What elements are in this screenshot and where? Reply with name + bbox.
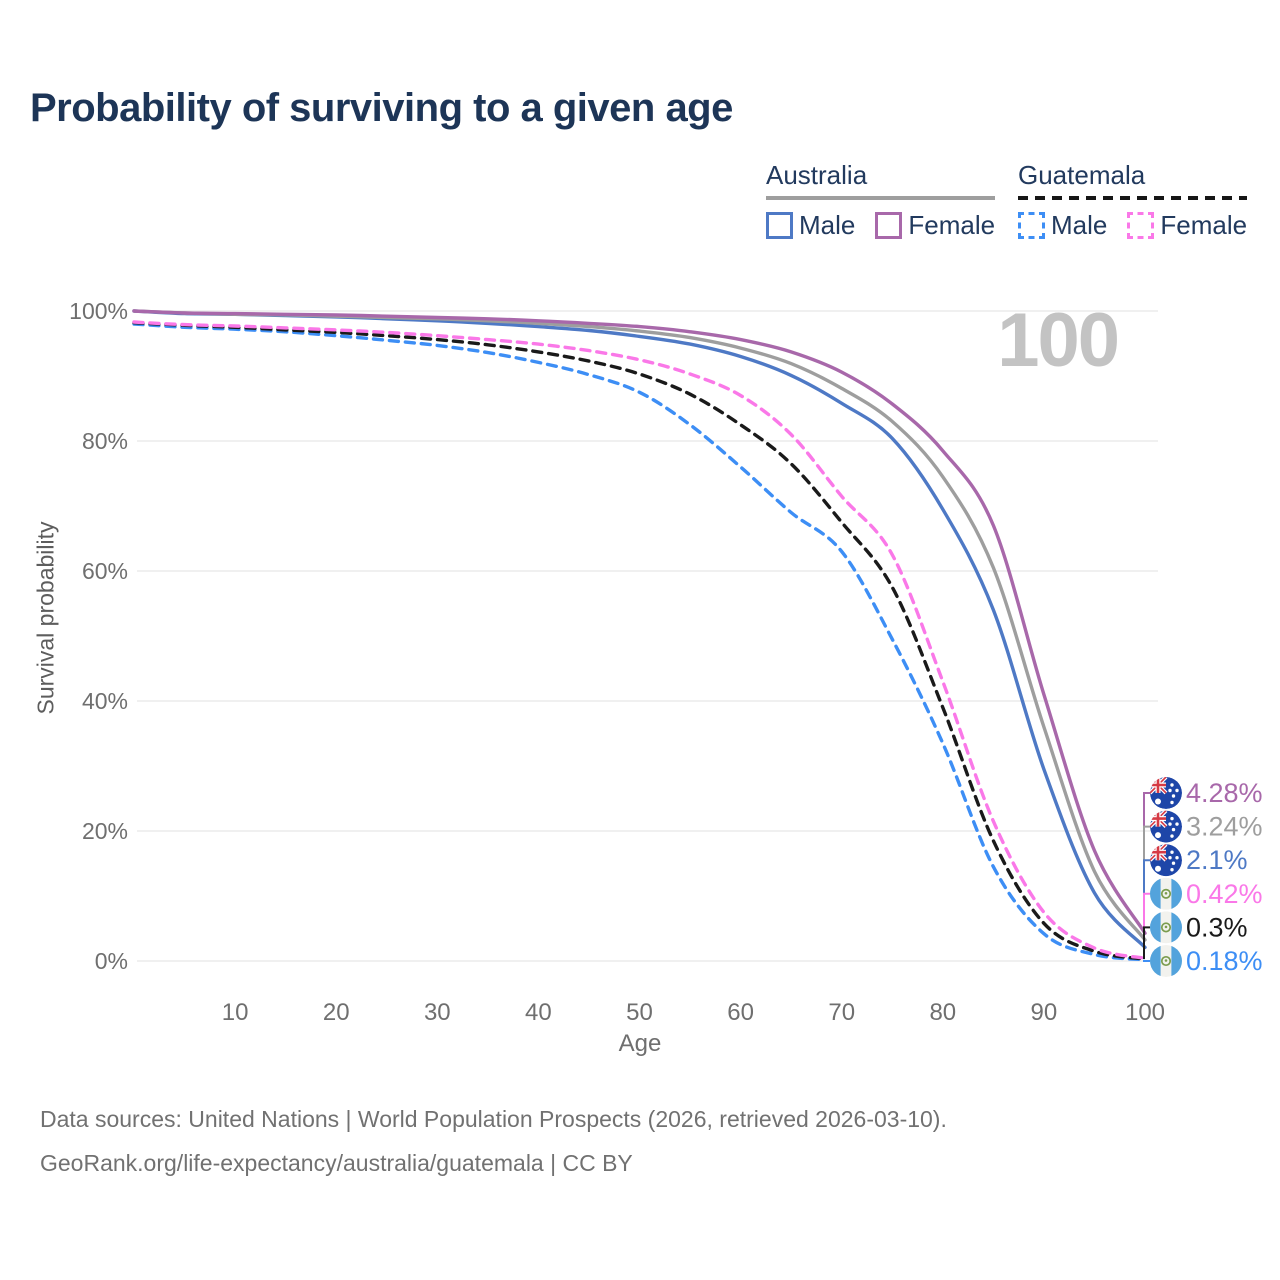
legend-label-australia-male: Male — [799, 210, 856, 240]
legend-swatch-australia-male — [766, 212, 793, 239]
x-tick-label: 40 — [525, 999, 552, 1026]
legend-group-australia: Australia Male Female — [766, 160, 996, 241]
australia-flag-icon — [1150, 777, 1182, 809]
page-title: Probability of surviving to a given age — [30, 86, 733, 130]
series-line-guatemala-both-sexes[interactable] — [132, 321, 1147, 961]
series-line-guatemala-male[interactable] — [132, 322, 1147, 962]
guatemala-flag-icon — [1150, 911, 1182, 944]
y-tick-label: 0% — [95, 948, 128, 974]
guatemala-flag-icon — [1150, 945, 1182, 977]
legend-label-guatemala-female: Female — [1160, 210, 1248, 240]
x-tick-label: 60 — [727, 999, 754, 1026]
x-tick-label: 70 — [828, 999, 855, 1026]
y-tick-label: 80% — [82, 428, 128, 454]
x-tick-label: 20 — [323, 999, 350, 1026]
x-tick-label: 100 — [1125, 999, 1165, 1026]
x-tick-label: 10 — [222, 999, 249, 1026]
legend-line-sample-australia — [766, 196, 996, 200]
end-label-leader — [1143, 926, 1150, 959]
end-label-value: 2.1% — [1186, 845, 1248, 875]
legend-item-australia-male[interactable]: Male — [766, 210, 855, 241]
x-tick-label: 50 — [626, 999, 653, 1026]
y-tick-label: 20% — [82, 818, 128, 844]
y-tick-label: 100% — [69, 298, 128, 324]
end-label-leader — [1143, 959, 1150, 962]
legend-swatch-australia-female — [875, 212, 903, 239]
australia-flag-icon — [1150, 810, 1182, 843]
legend-country-australia[interactable]: Australia — [766, 160, 868, 190]
legend-group-guatemala: Guatemala Male Female — [1018, 160, 1248, 241]
x-tick-label: 30 — [424, 999, 451, 1026]
x-tick-label: 90 — [1031, 999, 1058, 1026]
attribution-text: GeoRank.org/life-expectancy/australia/gu… — [40, 1150, 633, 1176]
legend-item-australia-female[interactable]: Female — [875, 210, 995, 241]
legend-line-sample-guatemala — [1018, 196, 1248, 200]
legend-swatch-guatemala-male — [1018, 212, 1045, 239]
end-label-value: 0.42% — [1186, 879, 1263, 909]
end-label-value: 0.3% — [1186, 912, 1248, 942]
legend-label-guatemala-male: Male — [1051, 210, 1108, 240]
end-label-value: 0.18% — [1186, 946, 1263, 976]
australia-flag-icon — [1150, 844, 1182, 877]
legend-country-guatemala[interactable]: Guatemala — [1018, 160, 1146, 190]
legend-item-guatemala-male[interactable]: Male — [1018, 210, 1107, 241]
y-tick-label: 40% — [82, 688, 128, 714]
y-axis-title: Survival probability — [32, 521, 59, 715]
y-tick-label: 60% — [82, 558, 128, 584]
guatemala-flag-icon — [1150, 877, 1182, 910]
hovered-age-watermark: 100 — [997, 298, 1118, 383]
legend-item-guatemala-female[interactable]: Female — [1127, 210, 1247, 241]
data-sources-text: Data sources: United Nations | World Pop… — [40, 1106, 947, 1132]
x-axis-title: Age — [618, 1030, 662, 1057]
legend-swatch-guatemala-female — [1127, 212, 1155, 239]
series-line-australia-male[interactable] — [132, 309, 1147, 950]
end-label-value: 3.24% — [1186, 812, 1263, 842]
end-label-value: 4.28% — [1186, 778, 1263, 808]
series-line-australia-both-sexes[interactable] — [132, 309, 1147, 942]
x-tick-label: 80 — [929, 999, 956, 1026]
legend-label-australia-female: Female — [908, 210, 996, 240]
series-line-australia-female[interactable] — [132, 309, 1147, 935]
series-line-guatemala-female[interactable] — [132, 320, 1147, 960]
